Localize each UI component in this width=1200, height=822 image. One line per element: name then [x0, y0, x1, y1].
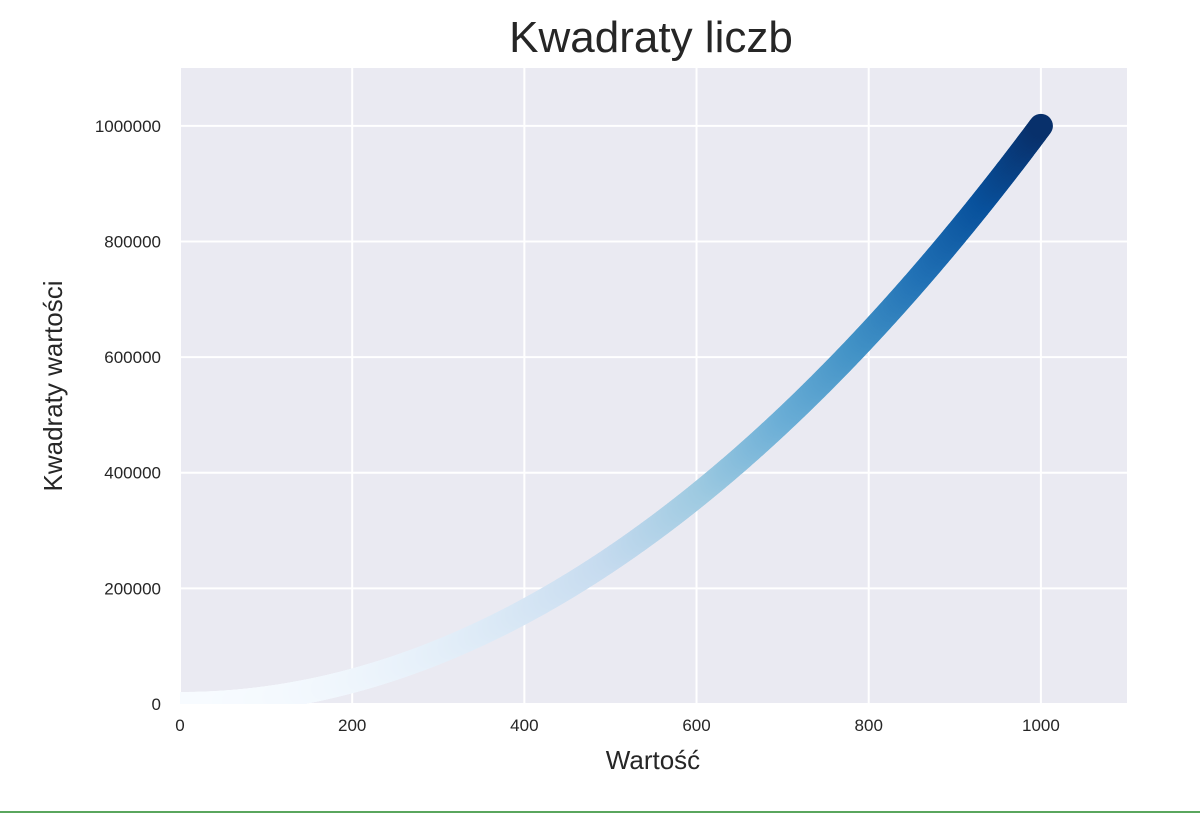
y-axis-label: Kwadraty wartości: [38, 281, 68, 492]
grid-lines: [179, 68, 1127, 705]
plot-area: [180, 68, 1127, 704]
x-tick-labels: 0 200 400 600 800 1000: [175, 716, 1060, 735]
x-tick-label: 400: [510, 716, 538, 735]
y-tick-label: 600000: [104, 348, 161, 367]
x-tick-label: 600: [682, 716, 710, 735]
y-tick-label: 400000: [104, 464, 161, 483]
scatter-point: [1028, 113, 1053, 138]
bottom-divider: [0, 811, 1200, 813]
y-tick-label: 1000000: [95, 117, 161, 136]
x-tick-label: 0: [175, 716, 184, 735]
y-tick-label: 200000: [104, 579, 161, 598]
y-tick-labels: 0 200000 400000 600000 800000 1000000: [95, 117, 161, 714]
data-points: [180, 113, 1053, 704]
y-tick-label: 800000: [104, 232, 161, 251]
x-tick-label: 200: [338, 716, 366, 735]
x-tick-label: 1000: [1022, 716, 1060, 735]
chart-title: Kwadraty liczb: [509, 13, 793, 62]
x-axis-label: Wartość: [606, 745, 700, 775]
x-tick-label: 800: [855, 716, 883, 735]
y-tick-label: 0: [152, 695, 161, 714]
